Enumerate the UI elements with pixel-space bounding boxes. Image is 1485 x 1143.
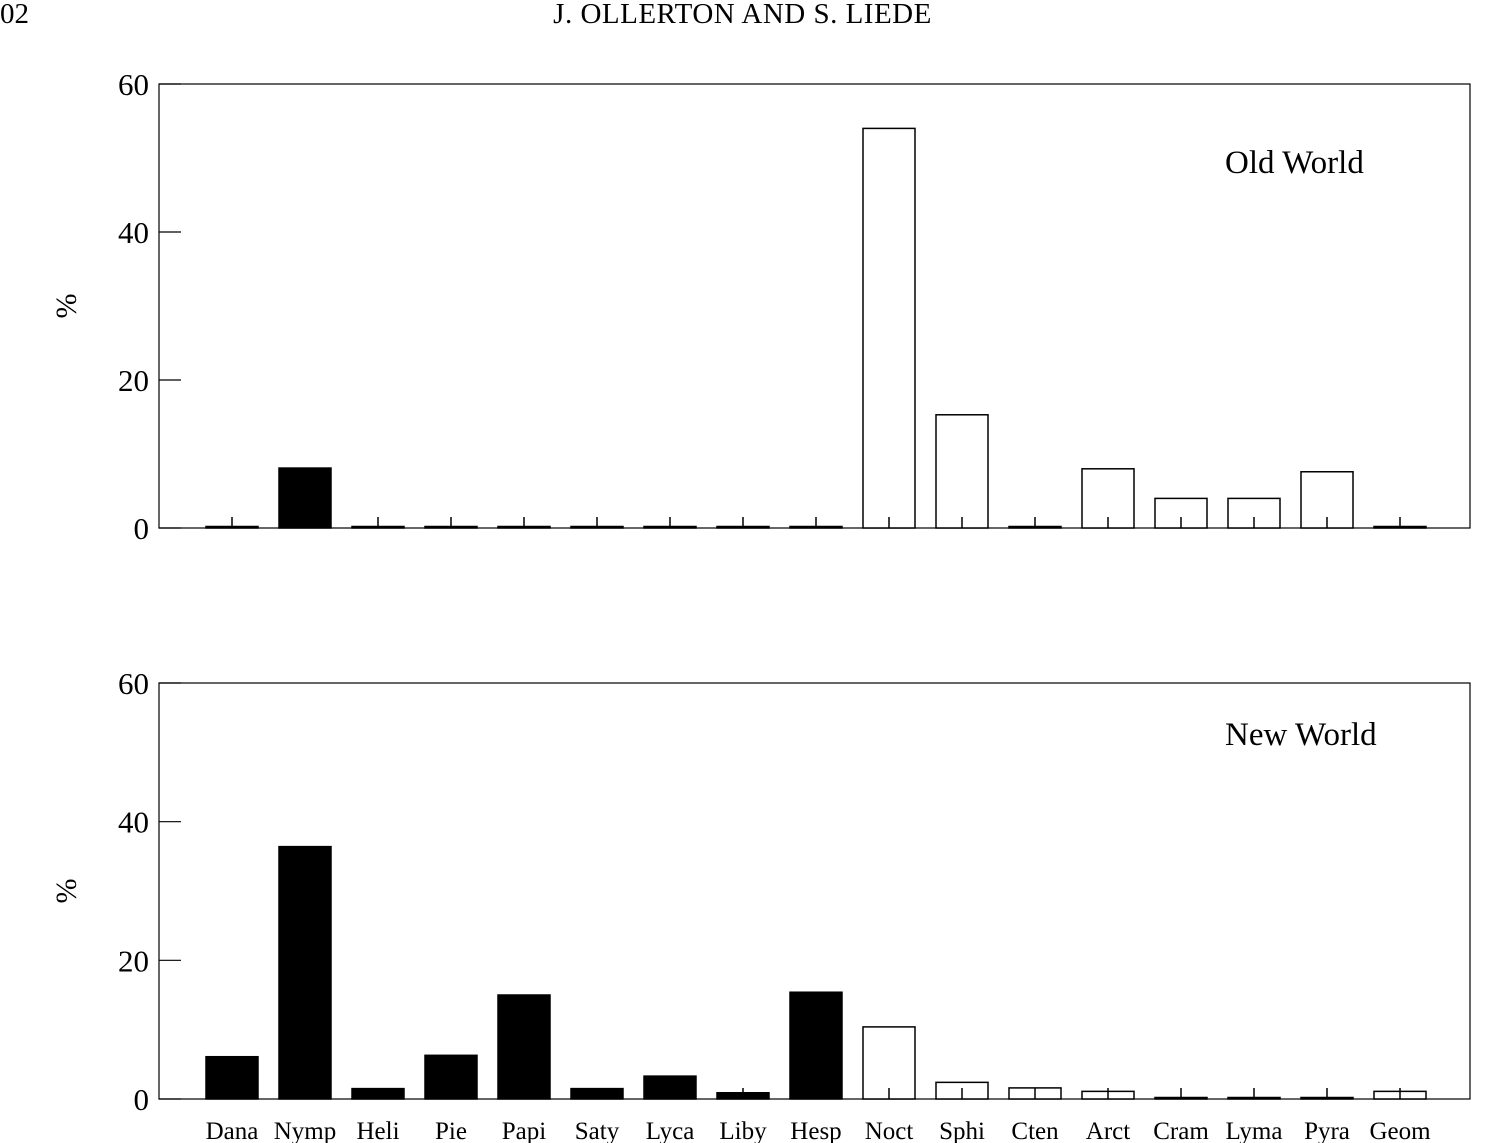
new-world-bar-hesp (789, 991, 843, 1100)
page-header: 02 J. OLLERTON AND S. LIEDE (0, 0, 1485, 40)
new-world-y-tick-label: 0 (134, 1082, 150, 1117)
page-number: 02 (0, 0, 29, 30)
new-world-x-tick-label-liby: Liby (719, 1118, 767, 1143)
old-world-y-axis-label: % (50, 294, 83, 319)
running-head: J. OLLERTON AND S. LIEDE (553, 0, 932, 30)
new-world-y-tick-label: 20 (118, 943, 149, 978)
new-world-x-tick-label-heli: Heli (356, 1118, 399, 1143)
new-world-x-tick-label-papi: Papi (502, 1118, 547, 1143)
old-world-y-tick-label: 0 (134, 511, 150, 546)
old-world-panel-title: Old World (1225, 145, 1364, 181)
new-world-y-tick-label: 60 (118, 666, 149, 701)
new-world-y-axis-label: % (50, 879, 83, 904)
new-world-bar-papi (497, 994, 551, 1100)
new-world-x-tick-label-cram: Cram (1153, 1118, 1209, 1143)
new-world-x-tick-label-saty: Saty (575, 1118, 620, 1143)
new-world-x-tick-label-cten: Cten (1011, 1118, 1059, 1143)
new-world-x-tick-label-lyma: Lyma (1226, 1118, 1283, 1143)
new-world-y-tick-label: 40 (118, 805, 149, 840)
new-world-x-tick-label-nymp: Nymp (274, 1118, 337, 1143)
old-world-y-tick-label: 60 (118, 67, 149, 102)
old-world-bar-sphi (935, 414, 989, 529)
old-world-y-tick-label: 20 (118, 363, 149, 398)
new-world-x-tick-label-lyca: Lyca (646, 1118, 695, 1143)
new-world-x-tick-label-geom: Geom (1369, 1118, 1431, 1143)
old-world-bar-noct (862, 127, 916, 529)
new-world-x-tick-label-arct: Arct (1086, 1118, 1130, 1143)
new-world-x-tick-label-pyra: Pyra (1304, 1118, 1350, 1143)
new-world-x-tick-label-dana: Dana (206, 1118, 259, 1143)
new-world-x-tick-label-noct: Noct (865, 1118, 914, 1143)
new-world-bar-noct (862, 1026, 916, 1100)
new-world-x-tick-label-sphi: Sphi (939, 1118, 985, 1143)
new-world-panel-title: New World (1225, 717, 1377, 753)
old-world-y-tick-label: 40 (118, 215, 149, 250)
new-world-x-tick-label-hesp: Hesp (790, 1118, 841, 1143)
new-world-x-tick-label-pie: Pie (435, 1118, 467, 1143)
new-world-bar-nymp (278, 845, 332, 1100)
